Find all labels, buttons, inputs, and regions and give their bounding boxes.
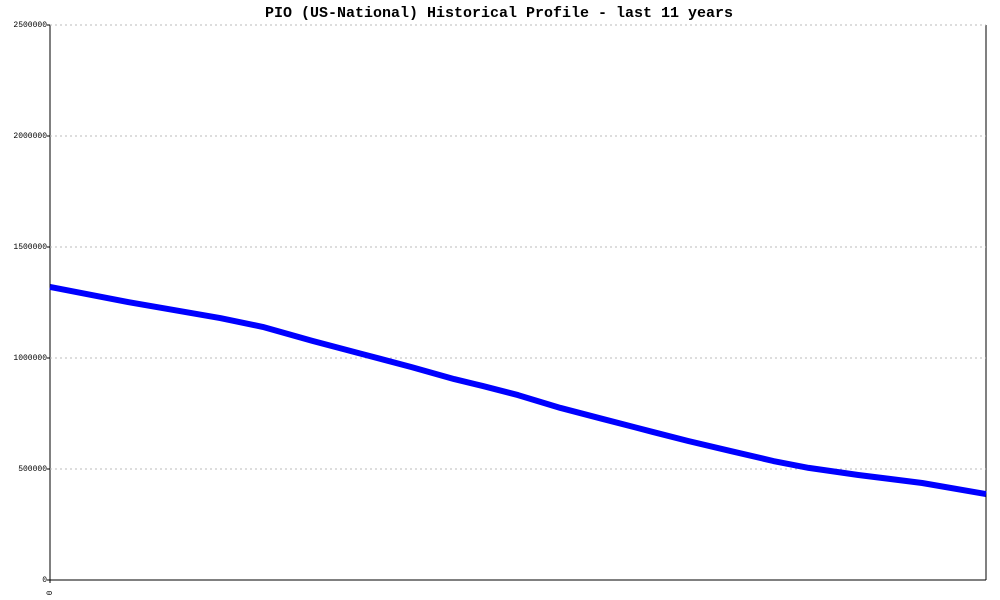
x-tick-label: 0 (46, 590, 55, 595)
chart-title: PIO (US-National) Historical Profile - l… (265, 5, 733, 22)
y-tick-label: 2000000 (13, 132, 47, 141)
y-tick-label: 2500000 (13, 21, 47, 30)
y-tick-label: 0 (42, 576, 47, 585)
y-tick-label: 500000 (18, 465, 47, 474)
line-series (49, 284, 987, 498)
y-tick-label: 1500000 (13, 243, 47, 252)
y-tick-label: 1000000 (13, 354, 47, 363)
